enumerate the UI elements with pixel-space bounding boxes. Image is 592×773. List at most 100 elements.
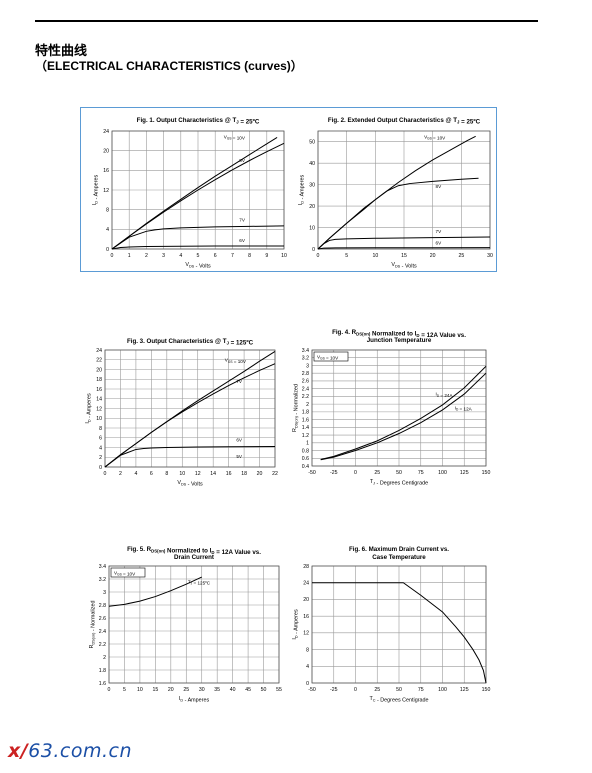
- legend-box-label: VGS = 10V: [114, 571, 136, 577]
- y-tick-label: 2.6: [302, 379, 309, 385]
- curve-label: 6V: [236, 438, 243, 443]
- x-tick-label: 18: [241, 471, 247, 477]
- series-line-2: [317, 177, 479, 250]
- y-tick-label: 16: [303, 614, 309, 620]
- x-tick-label: 8: [165, 471, 168, 477]
- y-tick-label: 18: [96, 377, 102, 383]
- y-tick-label: 50: [309, 140, 315, 146]
- curve-label: 7V: [236, 379, 243, 384]
- y-tick-label: 0: [306, 681, 309, 687]
- y-tick-label: 4: [306, 664, 309, 670]
- y-tick-label: 12: [103, 188, 109, 194]
- curve-label: 5V: [236, 454, 243, 459]
- x-tick-label: 14: [210, 471, 216, 477]
- watermark-prefix: x/: [8, 740, 29, 762]
- x-tick-label: 9: [265, 253, 268, 259]
- x-tick-label: 15: [152, 687, 158, 693]
- x-tick-label: 6: [214, 253, 217, 259]
- y-axis-label: RDS(on) - Normalized: [292, 384, 299, 432]
- x-tick-label: -25: [330, 470, 338, 476]
- x-tick-label: 5: [345, 253, 348, 259]
- y-tick-label: 24: [303, 581, 309, 587]
- y-tick-label: 3: [103, 590, 106, 596]
- y-tick-label: 1: [306, 441, 309, 447]
- plot-area-frame: [317, 130, 491, 250]
- x-tick-label: 7: [231, 253, 234, 259]
- x-tick-label: -50: [308, 687, 316, 693]
- y-tick-label: 24: [96, 348, 102, 354]
- y-tick-label: 24: [103, 129, 109, 135]
- curve-label: 6V: [239, 238, 246, 243]
- y-tick-label: 1.4: [302, 425, 309, 431]
- series-line-2: [104, 363, 276, 468]
- legend-box: [110, 567, 146, 578]
- y-tick-label: 2: [103, 655, 106, 661]
- x-tick-label: 20: [168, 687, 174, 693]
- top-rule: [35, 20, 538, 22]
- series-line-2: [111, 142, 285, 250]
- y-tick-label: 3.4: [302, 348, 309, 354]
- y-tick-label: 3: [306, 363, 309, 369]
- series-line-4: [317, 247, 491, 250]
- figure-group-frame: [80, 107, 497, 272]
- y-tick-label: 28: [303, 564, 309, 570]
- x-tick-label: 0: [104, 471, 107, 477]
- y-tick-label: 2.4: [302, 386, 309, 392]
- x-tick-label: 15: [401, 253, 407, 259]
- curve-label: VGS = 10V: [224, 134, 246, 140]
- y-tick-label: 6: [99, 436, 102, 442]
- x-tick-label: 5: [123, 687, 126, 693]
- series-line-4: [111, 245, 285, 250]
- y-tick-label: 1.6: [302, 417, 309, 423]
- x-tick-label: 4: [179, 253, 182, 259]
- chart-title: Fig. 4. RDS(on) Normalized to ID = 12A V…: [332, 329, 466, 339]
- y-tick-label: 20: [96, 367, 102, 373]
- y-tick-label: 30: [309, 182, 315, 188]
- x-tick-label: 10: [372, 253, 378, 259]
- x-tick-label: 10: [179, 471, 185, 477]
- plot-area-frame: [108, 565, 280, 684]
- series-line-1: [312, 582, 487, 684]
- x-tick-label: 2: [119, 471, 122, 477]
- series-line-1: [108, 576, 202, 607]
- curve-label: 7V: [436, 229, 443, 234]
- y-tick-label: 12: [303, 631, 309, 637]
- x-tick-label: 100: [438, 687, 447, 693]
- x-axis-label: TC - Degrees Centigrade: [369, 696, 428, 703]
- y-tick-label: 2.4: [99, 629, 106, 635]
- y-tick-label: 8: [99, 426, 102, 432]
- y-axis-label: ID - Amperes: [92, 175, 99, 206]
- x-tick-label: 4: [134, 471, 137, 477]
- y-tick-label: 20: [303, 597, 309, 603]
- x-tick-label: 50: [396, 687, 402, 693]
- y-tick-label: 2.8: [302, 371, 309, 377]
- x-tick-label: 50: [261, 687, 267, 693]
- y-tick-label: 0.6: [302, 456, 309, 462]
- y-tick-label: 4: [99, 445, 102, 451]
- x-tick-label: 125: [460, 687, 469, 693]
- x-tick-label: 150: [482, 470, 491, 476]
- y-tick-label: 3.2: [99, 577, 106, 583]
- x-tick-label: 10: [137, 687, 143, 693]
- x-tick-label: 6: [150, 471, 153, 477]
- x-tick-label: 16: [226, 471, 232, 477]
- y-tick-label: 2.2: [99, 642, 106, 648]
- y-tick-label: 12: [96, 406, 102, 412]
- series-line-3: [111, 225, 285, 250]
- curve-label: VGS = 10V: [225, 358, 247, 364]
- y-tick-label: 0: [99, 465, 102, 471]
- x-tick-label: 2: [145, 253, 148, 259]
- y-tick-label: 2.8: [99, 603, 106, 609]
- y-axis-label: RDS(on) - Normalized: [89, 601, 96, 649]
- watermark: x/63.com.cn: [8, 740, 132, 762]
- y-tick-label: 8: [306, 647, 309, 653]
- x-tick-label: 25: [374, 470, 380, 476]
- x-tick-label: 3: [162, 253, 165, 259]
- chart-title: Fig. 5. RDS(on) Normalized to ID = 12A V…: [127, 546, 261, 556]
- x-tick-label: 30: [487, 253, 493, 259]
- y-tick-label: 3.2: [302, 356, 309, 362]
- x-tick-label: 25: [458, 253, 464, 259]
